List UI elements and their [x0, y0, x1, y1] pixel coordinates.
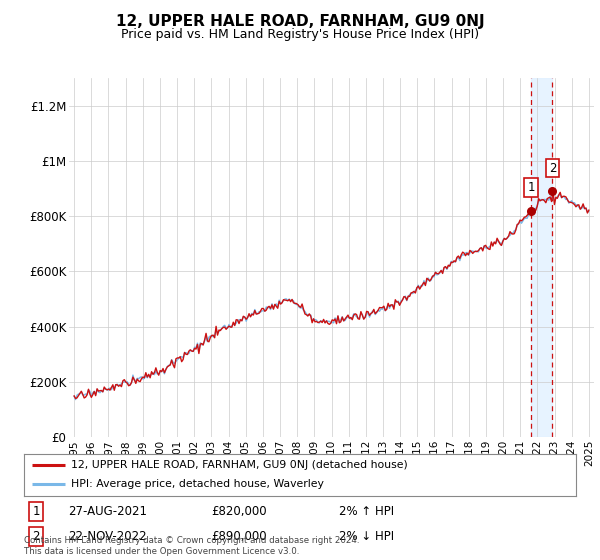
Text: 2: 2 — [32, 530, 40, 543]
Text: 22-NOV-2022: 22-NOV-2022 — [68, 530, 147, 543]
Text: HPI: Average price, detached house, Waverley: HPI: Average price, detached house, Wave… — [71, 479, 324, 489]
Text: 12, UPPER HALE ROAD, FARNHAM, GU9 0NJ: 12, UPPER HALE ROAD, FARNHAM, GU9 0NJ — [116, 14, 484, 29]
Text: 2% ↓ HPI: 2% ↓ HPI — [338, 530, 394, 543]
Bar — [531, 78, 553, 437]
Text: £890,000: £890,000 — [212, 530, 268, 543]
Text: 27-AUG-2021: 27-AUG-2021 — [68, 505, 147, 518]
Text: Price paid vs. HM Land Registry's House Price Index (HPI): Price paid vs. HM Land Registry's House … — [121, 28, 479, 41]
Text: 1: 1 — [32, 505, 40, 518]
Text: Contains HM Land Registry data © Crown copyright and database right 2024.
This d: Contains HM Land Registry data © Crown c… — [24, 536, 359, 556]
Text: 1: 1 — [527, 181, 535, 194]
Text: 2% ↑ HPI: 2% ↑ HPI — [338, 505, 394, 518]
Text: 12, UPPER HALE ROAD, FARNHAM, GU9 0NJ (detached house): 12, UPPER HALE ROAD, FARNHAM, GU9 0NJ (d… — [71, 460, 407, 470]
Text: 2: 2 — [548, 161, 556, 175]
Text: £820,000: £820,000 — [212, 505, 268, 518]
